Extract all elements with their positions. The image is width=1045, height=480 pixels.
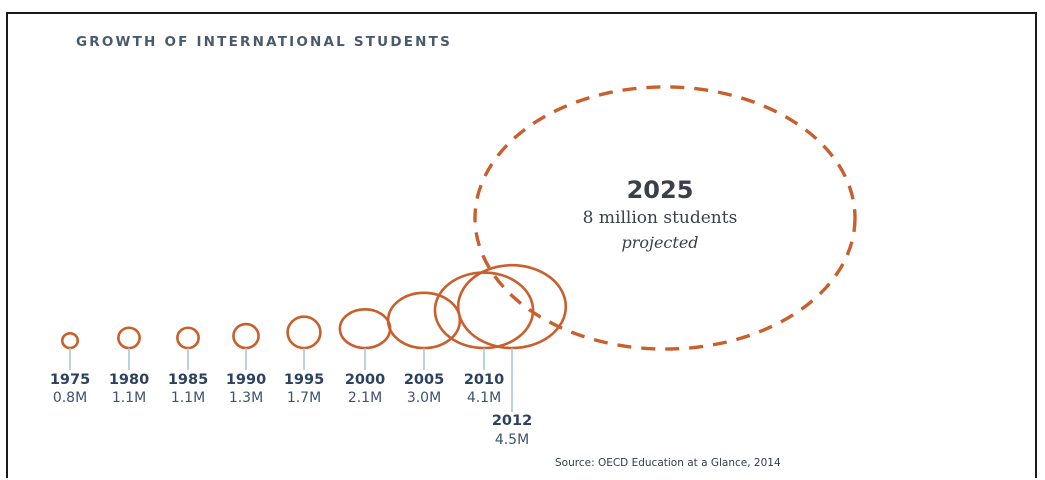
- chart-frame: [6, 12, 1037, 478]
- projection-bubble: [473, 85, 857, 351]
- bubble-2005: [386, 291, 462, 350]
- value-label-1975: 0.8M: [53, 390, 87, 406]
- value-label-1995: 1.7M: [287, 390, 321, 406]
- source-note: Source: OECD Education at a Glance, 2014: [555, 457, 781, 469]
- bubble-1980: [117, 326, 141, 350]
- year-label-2012: 2012: [492, 413, 532, 429]
- bubble-1985: [176, 326, 200, 350]
- value-label-2010: 4.1M: [467, 390, 501, 406]
- bubble-1990: [232, 322, 260, 350]
- bubble-1975: [60, 331, 80, 350]
- year-label-1980: 1980: [109, 372, 149, 388]
- value-label-2005: 3.0M: [407, 390, 441, 406]
- bubble-2000: [338, 308, 392, 350]
- year-label-2000: 2000: [345, 372, 385, 388]
- projection-label: 2025 8 million students projected: [583, 176, 738, 252]
- projection-year: 2025: [627, 176, 694, 204]
- year-label-2010: 2010: [464, 372, 504, 388]
- projection-value: 8 million students: [583, 208, 738, 228]
- chart-title: GROWTH OF INTERNATIONAL STUDENTS: [76, 34, 453, 50]
- year-label-1990: 1990: [226, 372, 266, 388]
- projection-note: projected: [621, 233, 698, 252]
- value-label-1980: 1.1M: [112, 390, 146, 406]
- value-label-1985: 1.1M: [171, 390, 205, 406]
- value-label-1990: 1.3M: [229, 390, 263, 406]
- connector-layer: [69, 348, 513, 412]
- value-label-2000: 2.1M: [348, 390, 382, 406]
- value-label-2012: 4.5M: [495, 432, 529, 448]
- year-label-1985: 1985: [168, 372, 208, 388]
- bubble-2010: [433, 271, 535, 350]
- year-label-1975: 1975: [50, 372, 90, 388]
- bubble-2012: [456, 263, 568, 350]
- label-layer: 1975 0.8M 1980 1.1M 1985 1.1M 1990 1.3M 1995 1.7M…: [50, 372, 532, 448]
- year-label-2005: 2005: [404, 372, 444, 388]
- bubble-1995: [286, 315, 322, 350]
- year-label-1995: 1995: [284, 372, 324, 388]
